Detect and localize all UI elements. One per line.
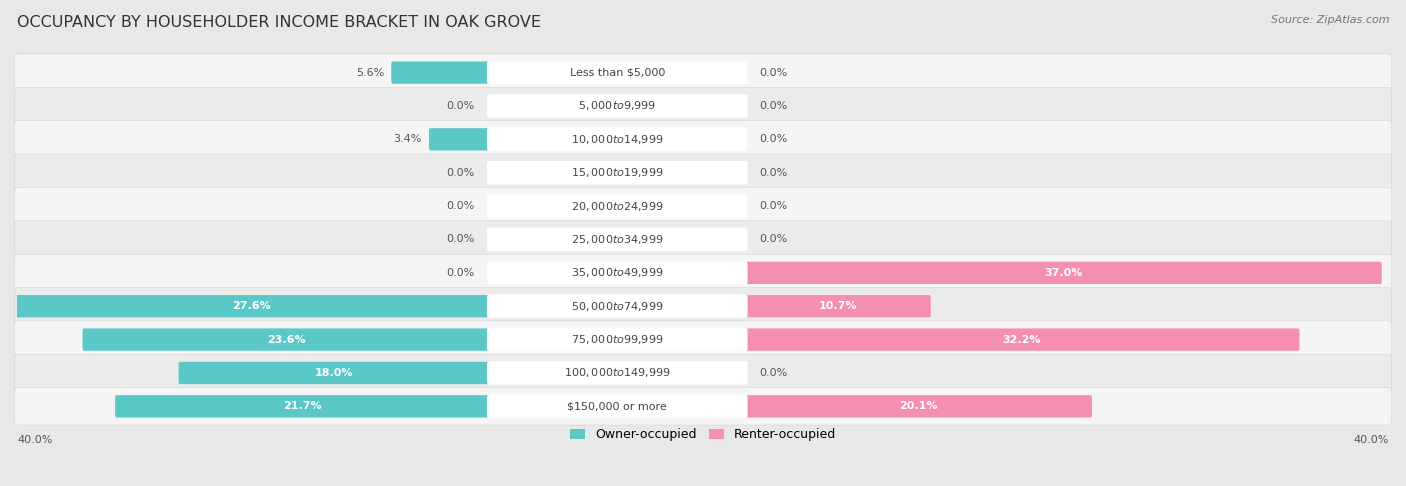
Text: 23.6%: 23.6% xyxy=(267,334,305,345)
FancyBboxPatch shape xyxy=(14,188,1392,225)
FancyBboxPatch shape xyxy=(14,121,1392,158)
FancyBboxPatch shape xyxy=(14,87,1392,125)
Text: Less than $5,000: Less than $5,000 xyxy=(569,68,665,78)
FancyBboxPatch shape xyxy=(429,128,491,151)
Text: 32.2%: 32.2% xyxy=(1002,334,1042,345)
Text: 40.0%: 40.0% xyxy=(1354,434,1389,445)
FancyBboxPatch shape xyxy=(486,127,748,151)
FancyBboxPatch shape xyxy=(14,321,1392,358)
Text: 5.6%: 5.6% xyxy=(356,68,384,78)
Text: 0.0%: 0.0% xyxy=(759,234,787,244)
FancyBboxPatch shape xyxy=(486,328,748,351)
Text: 10.7%: 10.7% xyxy=(818,301,856,311)
FancyBboxPatch shape xyxy=(486,61,748,85)
Legend: Owner-occupied, Renter-occupied: Owner-occupied, Renter-occupied xyxy=(565,423,841,446)
FancyBboxPatch shape xyxy=(486,261,748,285)
Text: Source: ZipAtlas.com: Source: ZipAtlas.com xyxy=(1271,15,1389,25)
Text: $10,000 to $14,999: $10,000 to $14,999 xyxy=(571,133,664,146)
Text: $150,000 or more: $150,000 or more xyxy=(568,401,666,411)
FancyBboxPatch shape xyxy=(83,329,491,351)
Text: 0.0%: 0.0% xyxy=(759,134,787,144)
Text: 0.0%: 0.0% xyxy=(447,234,475,244)
FancyBboxPatch shape xyxy=(745,329,1299,351)
Text: $100,000 to $149,999: $100,000 to $149,999 xyxy=(564,366,671,380)
Text: 0.0%: 0.0% xyxy=(759,201,787,211)
Text: 0.0%: 0.0% xyxy=(759,101,787,111)
FancyBboxPatch shape xyxy=(14,388,1392,425)
FancyBboxPatch shape xyxy=(486,94,748,118)
FancyBboxPatch shape xyxy=(486,361,748,385)
Text: 0.0%: 0.0% xyxy=(447,268,475,278)
FancyBboxPatch shape xyxy=(486,295,748,318)
FancyBboxPatch shape xyxy=(179,362,491,384)
Text: OCCUPANCY BY HOUSEHOLDER INCOME BRACKET IN OAK GROVE: OCCUPANCY BY HOUSEHOLDER INCOME BRACKET … xyxy=(17,15,541,30)
FancyBboxPatch shape xyxy=(486,227,748,251)
FancyBboxPatch shape xyxy=(14,221,1392,258)
Text: $75,000 to $99,999: $75,000 to $99,999 xyxy=(571,333,664,346)
Text: 37.0%: 37.0% xyxy=(1043,268,1083,278)
Text: $5,000 to $9,999: $5,000 to $9,999 xyxy=(578,100,657,112)
FancyBboxPatch shape xyxy=(14,54,1392,91)
FancyBboxPatch shape xyxy=(14,154,1392,191)
Text: $35,000 to $49,999: $35,000 to $49,999 xyxy=(571,266,664,279)
Text: 0.0%: 0.0% xyxy=(447,101,475,111)
Text: 40.0%: 40.0% xyxy=(17,434,52,445)
Text: 21.7%: 21.7% xyxy=(283,401,322,411)
Text: 18.0%: 18.0% xyxy=(315,368,353,378)
Text: 0.0%: 0.0% xyxy=(759,368,787,378)
FancyBboxPatch shape xyxy=(115,395,491,417)
FancyBboxPatch shape xyxy=(14,354,1392,392)
FancyBboxPatch shape xyxy=(745,261,1382,284)
FancyBboxPatch shape xyxy=(486,395,748,418)
Text: 20.1%: 20.1% xyxy=(898,401,938,411)
FancyBboxPatch shape xyxy=(391,61,491,84)
Text: 0.0%: 0.0% xyxy=(447,201,475,211)
Text: $50,000 to $74,999: $50,000 to $74,999 xyxy=(571,300,664,312)
Text: 0.0%: 0.0% xyxy=(759,68,787,78)
FancyBboxPatch shape xyxy=(14,254,1392,292)
Text: 0.0%: 0.0% xyxy=(759,168,787,178)
FancyBboxPatch shape xyxy=(486,194,748,218)
Text: $20,000 to $24,999: $20,000 to $24,999 xyxy=(571,200,664,212)
Text: 3.4%: 3.4% xyxy=(394,134,422,144)
Text: $25,000 to $34,999: $25,000 to $34,999 xyxy=(571,233,664,246)
FancyBboxPatch shape xyxy=(14,288,1392,325)
Text: 27.6%: 27.6% xyxy=(232,301,271,311)
FancyBboxPatch shape xyxy=(486,161,748,185)
FancyBboxPatch shape xyxy=(745,295,931,317)
Text: $15,000 to $19,999: $15,000 to $19,999 xyxy=(571,166,664,179)
FancyBboxPatch shape xyxy=(745,395,1092,417)
FancyBboxPatch shape xyxy=(14,295,491,317)
Text: 0.0%: 0.0% xyxy=(447,168,475,178)
